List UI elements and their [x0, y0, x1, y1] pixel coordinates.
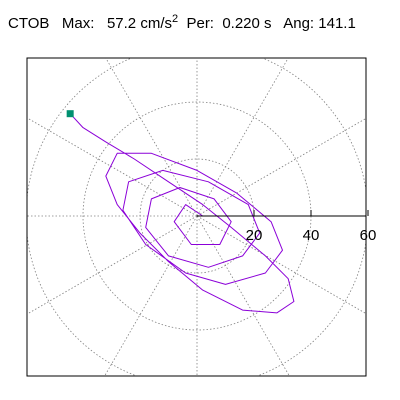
max-point-marker	[66, 110, 74, 118]
plot-frame	[26, 57, 367, 377]
grid-spoke-240	[104, 215, 198, 376]
radial-tick-label-40: 40	[303, 227, 320, 244]
per-label: Per:	[186, 15, 214, 32]
polar-grid	[27, 58, 366, 376]
radial-tick-label-20: 20	[246, 227, 263, 244]
max-value: 57.2	[106, 15, 137, 32]
max-label: Max:	[61, 15, 95, 32]
grid-spoke-210	[27, 215, 198, 315]
grid-spoke-330	[196, 215, 366, 315]
grid-spoke-30	[196, 117, 366, 217]
radial-tick-label-60: 60	[360, 227, 377, 244]
ang-value: 141.1	[318, 15, 356, 32]
max-marker-group	[66, 110, 74, 118]
trace-series-1	[69, 113, 295, 314]
grid-spoke-120	[105, 58, 198, 217]
chart-title: CTOB Max: 57.2 cm/s2 Per: 0.220 s Ang: 1…	[8, 13, 356, 34]
station-code: CTOB	[8, 15, 50, 32]
max-unit-exponent: 2	[172, 13, 179, 25]
ang-label: Ang:	[283, 15, 315, 32]
radial-axis: 20 40 60	[197, 210, 376, 244]
max-unit: cm/s	[140, 15, 172, 32]
acceleration-trace	[69, 113, 295, 314]
grid-spoke-60	[196, 58, 289, 217]
per-value: 0.220 s	[222, 15, 272, 32]
